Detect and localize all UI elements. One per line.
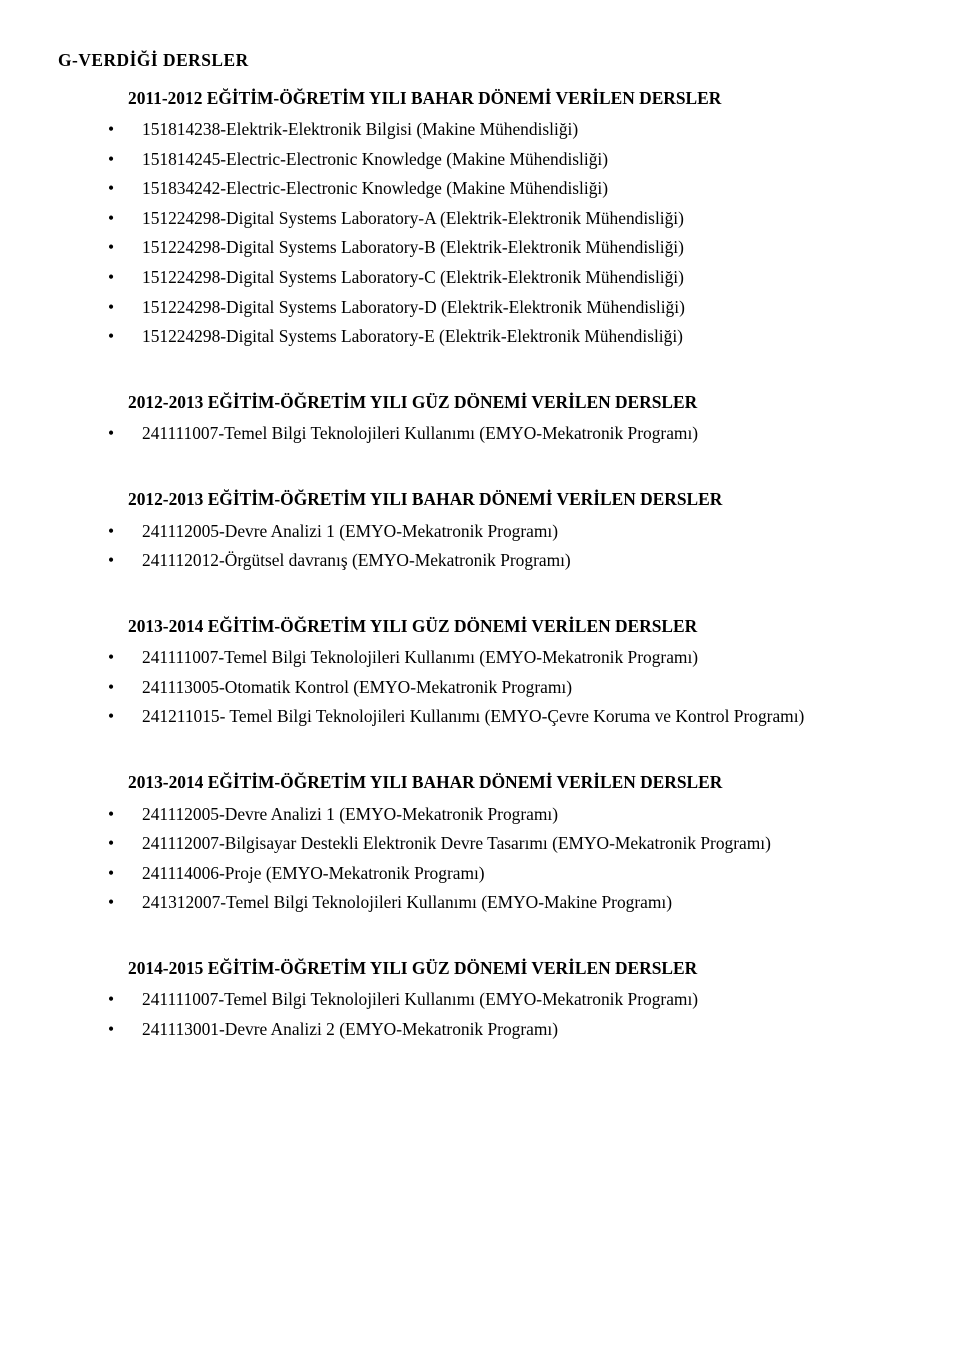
course-item: 151224298-Digital Systems Laboratory-B (… [78, 233, 882, 263]
section-heading: 2012-2013 EĞİTİM-ÖĞRETİM YILI BAHAR DÖNE… [128, 485, 882, 515]
course-item: 151814245-Electric-Electronic Knowledge … [78, 145, 882, 175]
course-list: 241112005-Devre Analizi 1 (EMYO-Mekatron… [78, 517, 882, 576]
course-item: 241113005-Otomatik Kontrol (EMYO-Mekatro… [78, 673, 882, 703]
section-heading: 2011-2012 EĞİTİM-ÖĞRETİM YILI BAHAR DÖNE… [128, 84, 882, 114]
course-item: 241112012-Örgütsel davranış (EMYO-Mekatr… [78, 546, 882, 576]
course-item: 151834242-Electric-Electronic Knowledge … [78, 174, 882, 204]
section-heading: 2013-2014 EĞİTİM-ÖĞRETİM YILI GÜZ DÖNEMİ… [128, 612, 882, 642]
course-item: 241312007-Temel Bilgi Teknolojileri Kull… [78, 888, 882, 918]
section-heading: 2012-2013 EĞİTİM-ÖĞRETİM YILI GÜZ DÖNEMİ… [128, 388, 882, 418]
course-item: 241112007-Bilgisayar Destekli Elektronik… [78, 829, 882, 859]
course-list: 241111007-Temel Bilgi Teknolojileri Kull… [78, 985, 882, 1044]
course-item: 151814238-Elektrik-Elektronik Bilgisi (M… [78, 115, 882, 145]
content-container: 2011-2012 EĞİTİM-ÖĞRETİM YILI BAHAR DÖNE… [78, 84, 882, 1045]
course-list: 241111007-Temel Bilgi Teknolojileri Kull… [78, 419, 882, 449]
course-item: 241114006-Proje (EMYO-Mekatronik Program… [78, 859, 882, 889]
course-list: 241111007-Temel Bilgi Teknolojileri Kull… [78, 643, 882, 732]
section-spacer [78, 926, 882, 946]
section-spacer [78, 740, 882, 760]
course-item: 241112005-Devre Analizi 1 (EMYO-Mekatron… [78, 517, 882, 547]
course-item: 151224298-Digital Systems Laboratory-A (… [78, 204, 882, 234]
course-item: 241111007-Temel Bilgi Teknolojileri Kull… [78, 419, 882, 449]
course-list: 151814238-Elektrik-Elektronik Bilgisi (M… [78, 115, 882, 352]
page-title: G-VERDİĞİ DERSLER [58, 46, 882, 76]
course-item: 241112005-Devre Analizi 1 (EMYO-Mekatron… [78, 800, 882, 830]
course-item: 151224298-Digital Systems Laboratory-D (… [78, 293, 882, 323]
course-item: 151224298-Digital Systems Laboratory-C (… [78, 263, 882, 293]
course-list: 241112005-Devre Analizi 1 (EMYO-Mekatron… [78, 800, 882, 918]
section-heading: 2014-2015 EĞİTİM-ÖĞRETİM YILI GÜZ DÖNEMİ… [128, 954, 882, 984]
course-item: 241211015- Temel Bilgi Teknolojileri Kul… [78, 702, 882, 732]
section-heading: 2013-2014 EĞİTİM-ÖĞRETİM YILI BAHAR DÖNE… [128, 768, 882, 798]
course-item: 241113001-Devre Analizi 2 (EMYO-Mekatron… [78, 1015, 882, 1045]
course-item: 241111007-Temel Bilgi Teknolojileri Kull… [78, 985, 882, 1015]
section-spacer [78, 360, 882, 380]
section-spacer [78, 457, 882, 477]
course-item: 241111007-Temel Bilgi Teknolojileri Kull… [78, 643, 882, 673]
section-spacer [78, 584, 882, 604]
course-item: 151224298-Digital Systems Laboratory-E (… [78, 322, 882, 352]
